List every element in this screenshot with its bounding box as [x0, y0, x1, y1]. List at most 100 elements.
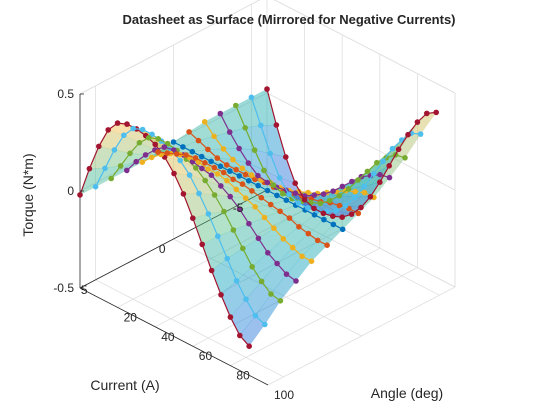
data-point [289, 244, 296, 251]
data-point [139, 159, 146, 165]
data-point [405, 131, 411, 138]
data-point [224, 255, 230, 262]
data-point [424, 110, 430, 117]
data-point [117, 163, 124, 169]
data-point [215, 233, 221, 239]
data-point [296, 224, 302, 230]
data-point [236, 145, 242, 152]
data-point [330, 213, 336, 219]
data-point [177, 157, 183, 164]
data-point [224, 177, 230, 184]
data-point [267, 201, 274, 208]
data-point [245, 178, 252, 184]
data-point [277, 208, 283, 215]
data-point [245, 160, 252, 166]
data-point [264, 179, 271, 186]
data-point [233, 102, 239, 109]
data-point [249, 264, 255, 270]
data-point [352, 194, 358, 200]
x-tick-label: 100 [274, 388, 294, 402]
x-axis-label: Angle (deg) [371, 385, 443, 401]
data-point [251, 147, 258, 153]
data-point [395, 146, 402, 153]
data-point [267, 150, 274, 157]
data-point [199, 165, 205, 172]
data-point [233, 278, 240, 284]
data-point [262, 321, 268, 328]
data-point [242, 125, 248, 131]
data-point [261, 214, 268, 221]
data-point [252, 204, 258, 210]
data-point [280, 236, 287, 242]
data-point [270, 182, 277, 188]
data-point [164, 150, 171, 156]
data-point [217, 163, 224, 170]
data-point [248, 94, 255, 101]
data-point [202, 160, 208, 166]
data-point [233, 166, 239, 173]
data-point [214, 171, 221, 177]
data-point [327, 197, 333, 204]
data-point [227, 168, 233, 174]
data-point [211, 133, 217, 140]
data-point [324, 242, 330, 248]
data-point [195, 137, 202, 144]
data-point [252, 312, 259, 319]
data-point [114, 120, 121, 126]
data-point [246, 220, 252, 227]
chart-title: Datasheet as Surface (Mirrored for Negat… [122, 12, 455, 27]
x-tick-label: 80 [236, 369, 250, 383]
data-point [230, 176, 236, 183]
data-point [124, 167, 130, 174]
data-point [330, 188, 336, 194]
data-point [173, 151, 180, 157]
data-point [221, 208, 227, 215]
x-tick-label: 60 [199, 349, 213, 363]
data-point [183, 152, 189, 158]
y-axis-label: Current (A) [90, 377, 159, 393]
data-point [155, 149, 161, 155]
data-point [164, 140, 171, 147]
data-point [345, 186, 352, 192]
data-point [311, 212, 318, 218]
data-point [102, 165, 108, 172]
data-point [198, 153, 205, 160]
data-point [142, 152, 149, 158]
data-point [205, 211, 212, 217]
data-point [201, 119, 208, 125]
data-point [124, 121, 130, 127]
data-point [274, 260, 280, 267]
data-point [171, 170, 177, 177]
data-point [258, 122, 264, 129]
data-point [292, 180, 299, 186]
data-point [414, 119, 421, 125]
data-point [227, 314, 234, 320]
data-point [240, 245, 246, 252]
data-point [336, 192, 343, 199]
data-point [237, 332, 243, 339]
data-point [301, 196, 308, 203]
data-point [280, 190, 286, 197]
data-point [255, 235, 262, 242]
data-point [286, 191, 292, 198]
data-point [77, 192, 83, 198]
data-point [377, 179, 383, 185]
data-point [311, 192, 318, 198]
data-point [258, 278, 265, 285]
data-point [214, 155, 221, 161]
data-point [133, 158, 139, 165]
data-point [276, 175, 283, 181]
data-point [226, 129, 233, 135]
z-tick-label: 0.5 [57, 87, 74, 101]
data-point [314, 237, 321, 244]
data-point [274, 192, 280, 199]
data-point [374, 159, 380, 166]
data-point [152, 141, 158, 148]
data-point [233, 186, 240, 193]
data-point [277, 298, 284, 304]
data-point [186, 129, 192, 135]
data-point [330, 221, 337, 228]
data-point [211, 192, 218, 198]
y-tick-label: 5 [81, 283, 88, 297]
